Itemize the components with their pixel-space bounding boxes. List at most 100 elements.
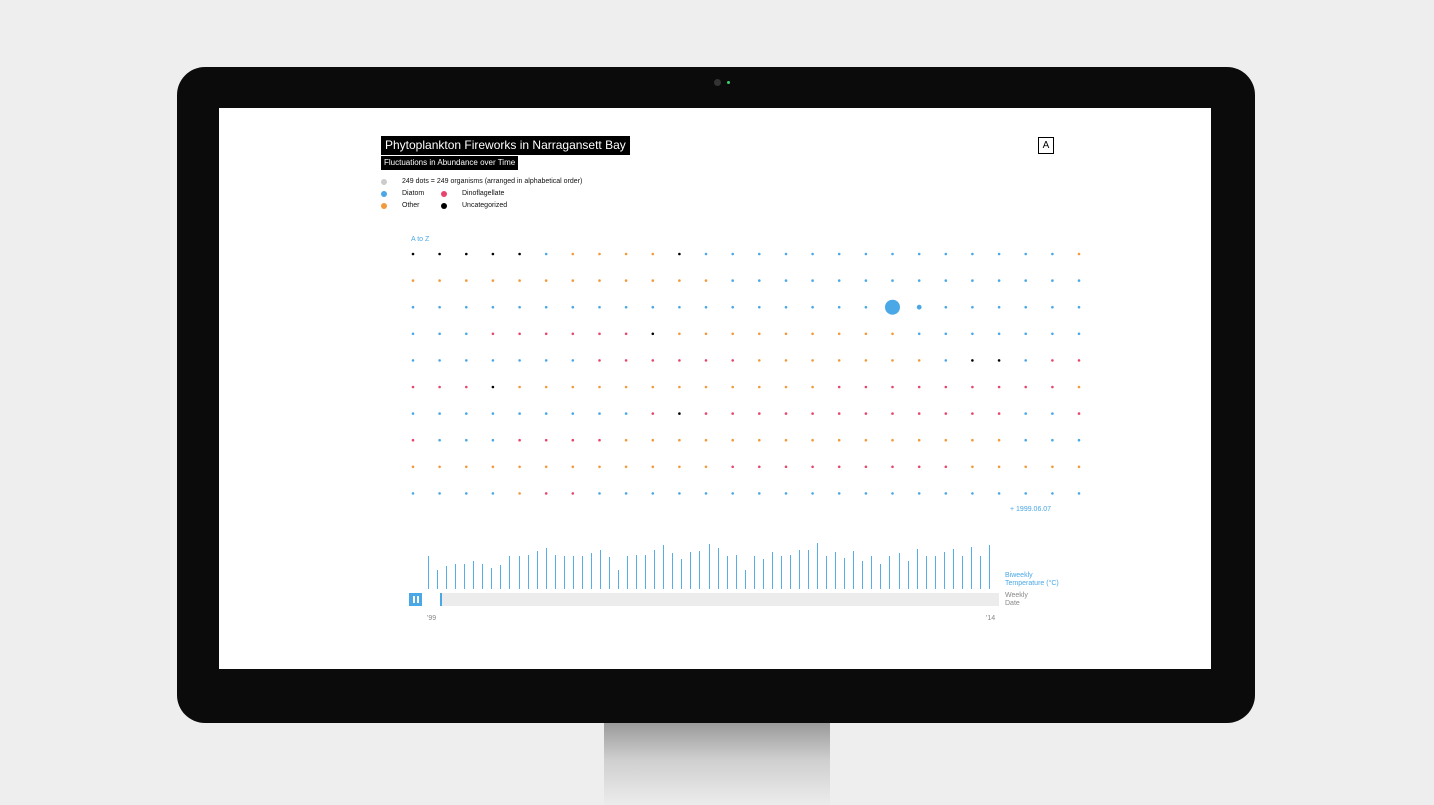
organism-dot-dinoflagellate[interactable] (411, 385, 415, 389)
organism-dot-dinoflagellate[interactable] (944, 412, 948, 415)
organism-dot-other[interactable] (518, 279, 521, 282)
organism-dot-other[interactable] (651, 252, 655, 256)
organism-dot-diatom[interactable] (1024, 279, 1027, 282)
organism-dot-dinoflagellate[interactable] (758, 465, 761, 469)
organism-dot-dinoflagellate[interactable] (571, 492, 575, 495)
organism-dot-dinoflagellate[interactable] (1051, 385, 1054, 389)
organism-dot-diatom[interactable] (971, 252, 974, 256)
organism-dot-dinoflagellate[interactable] (837, 465, 841, 469)
organism-dot-diatom[interactable] (491, 412, 495, 415)
organism-dot-diatom[interactable] (544, 412, 548, 415)
organism-dot-diatom[interactable] (1051, 332, 1054, 336)
font-toggle-button[interactable]: A (1038, 137, 1054, 154)
organism-dot-other[interactable] (598, 385, 601, 389)
organism-dot-diatom[interactable] (624, 492, 628, 495)
organism-dot-diatom[interactable] (944, 492, 948, 495)
organism-dot-diatom[interactable] (811, 252, 814, 256)
organism-dot-diatom[interactable] (678, 305, 681, 309)
organism-dot-diatom[interactable] (704, 305, 708, 309)
organism-dot-other[interactable] (624, 252, 628, 256)
organism-dot-diatom[interactable] (997, 279, 1001, 282)
organism-dot-other[interactable] (465, 279, 468, 282)
organism-dot-dinoflagellate[interactable] (678, 359, 681, 362)
organism-dot-other[interactable] (518, 465, 521, 469)
organism-dot-other[interactable] (598, 465, 601, 469)
organism-dot-dinoflagellate[interactable] (784, 465, 788, 469)
organism-dot-dinoflagellate[interactable] (465, 385, 468, 389)
organism-dot-diatom[interactable] (864, 279, 868, 282)
organism-dot-dinoflagellate[interactable] (544, 492, 548, 495)
organism-dot-other[interactable] (624, 438, 628, 442)
organism-dot-diatom[interactable] (811, 492, 814, 495)
organism-dot-other[interactable] (571, 279, 575, 282)
organism-dot-other[interactable] (864, 332, 868, 336)
organism-dot-dinoflagellate[interactable] (811, 465, 814, 469)
organism-dot-diatom[interactable] (1051, 412, 1054, 415)
organism-dot-diatom[interactable] (465, 438, 468, 442)
organism-dot-diatom[interactable] (1024, 438, 1027, 442)
organism-dot-dinoflagellate[interactable] (1051, 359, 1054, 362)
organism-dot-diatom[interactable] (678, 492, 681, 495)
organism-dot-other[interactable] (704, 279, 708, 282)
organism-dot-diatom[interactable] (971, 332, 974, 336)
organism-dot-other[interactable] (465, 465, 468, 469)
organism-dot-other[interactable] (598, 279, 601, 282)
organism-dot-other[interactable] (891, 438, 894, 442)
organism-dot-diatom[interactable] (758, 492, 761, 495)
organism-dot-uncategorized[interactable] (678, 252, 681, 256)
organism-dot-diatom[interactable] (704, 252, 708, 256)
organism-dot-diatom[interactable] (544, 359, 548, 362)
organism-dot-other[interactable] (438, 465, 441, 469)
organism-dot-diatom[interactable] (544, 252, 548, 256)
organism-dot-other[interactable] (651, 465, 655, 469)
organism-dot-other[interactable] (678, 332, 681, 336)
organism-dot-other[interactable] (1051, 465, 1054, 469)
organism-dot-diatom[interactable] (1077, 279, 1081, 282)
organism-dot-other[interactable] (491, 465, 495, 469)
organism-dot-diatom[interactable] (917, 332, 921, 336)
organism-dot-uncategorized[interactable] (438, 252, 441, 256)
organism-dot-diatom[interactable] (837, 252, 841, 256)
organism-dot-dinoflagellate[interactable] (997, 385, 1001, 389)
organism-dot-other[interactable] (411, 279, 415, 282)
organism-dot-dinoflagellate[interactable] (651, 412, 655, 415)
organism-dot-diatom[interactable] (411, 305, 415, 309)
organism-dot-dinoflagellate[interactable] (571, 438, 575, 442)
organism-dot-diatom[interactable] (438, 492, 441, 495)
organism-dot-other[interactable] (811, 359, 814, 362)
organism-dot-other[interactable] (784, 438, 788, 442)
organism-dot-dinoflagellate[interactable] (598, 332, 601, 336)
organism-dot-diatom[interactable] (465, 305, 468, 309)
organism-dot-diatom[interactable] (518, 412, 521, 415)
organism-dot-diatom[interactable] (1024, 359, 1027, 362)
organism-dot-dinoflagellate[interactable] (598, 359, 601, 362)
organism-dot-dinoflagellate[interactable] (837, 385, 841, 389)
organism-dot-dinoflagellate[interactable] (544, 332, 548, 336)
organism-dot-diatom[interactable] (465, 492, 468, 495)
organism-dot-diatom[interactable] (1051, 438, 1054, 442)
organism-dot-diatom[interactable] (971, 279, 974, 282)
organism-dot-other[interactable] (678, 438, 681, 442)
organism-dot-diatom[interactable] (1024, 412, 1027, 415)
organism-dot-diatom[interactable] (491, 438, 495, 442)
organism-dot-diatom[interactable] (491, 492, 495, 495)
organism-dot-other[interactable] (1077, 465, 1081, 469)
pause-button[interactable] (409, 593, 422, 606)
organism-dot-dinoflagellate[interactable] (917, 385, 921, 389)
organism-dot-dinoflagellate[interactable] (598, 438, 601, 442)
organism-dot-uncategorized[interactable] (678, 412, 681, 415)
organism-dot-diatom[interactable] (411, 412, 415, 415)
organism-dot-uncategorized[interactable] (651, 332, 655, 336)
organism-dot-diatom[interactable] (598, 412, 601, 415)
organism-dot-other[interactable] (971, 465, 974, 469)
organism-dot-other[interactable] (491, 279, 495, 282)
organism-dot-other[interactable] (811, 385, 814, 389)
organism-dot-other[interactable] (837, 438, 841, 442)
organism-dot-diatom[interactable] (784, 492, 788, 495)
organism-dot-other[interactable] (518, 492, 521, 495)
organism-dot-diatom[interactable] (438, 412, 441, 415)
organism-dot-dinoflagellate[interactable] (891, 385, 894, 389)
organism-dot-diatom[interactable] (837, 492, 841, 495)
organism-dot-dinoflagellate[interactable] (891, 465, 894, 469)
organism-dot-diatom[interactable] (438, 359, 441, 362)
